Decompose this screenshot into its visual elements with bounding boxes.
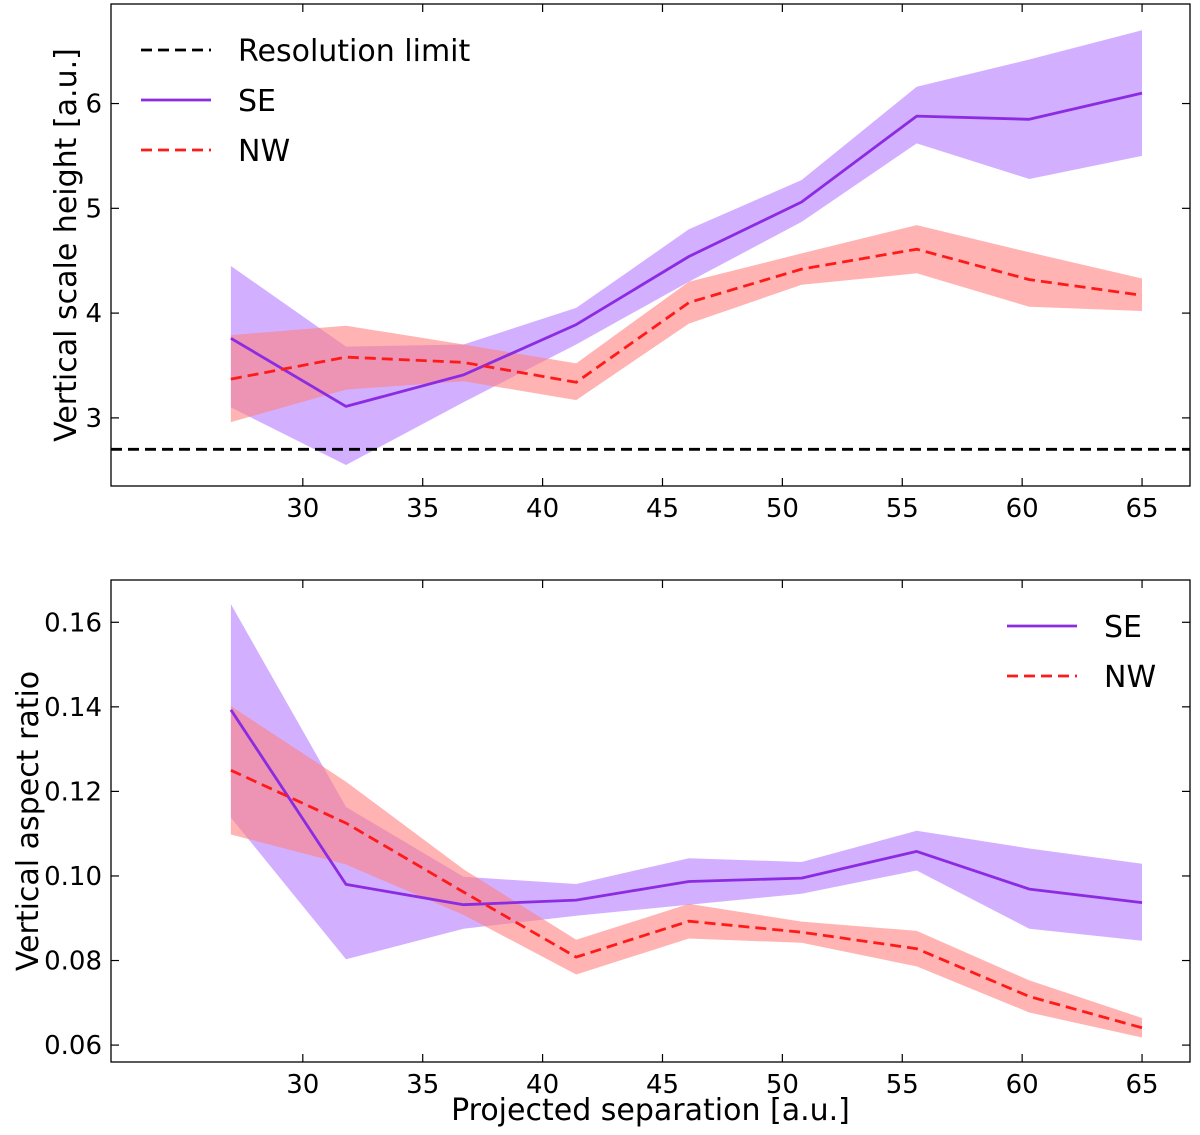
y-axis-label: Vertical scale height [a.u.]: [49, 48, 84, 442]
line-se: [229, 709, 1143, 907]
plot-area: [229, 604, 1143, 1038]
x-tick-label: 60: [1006, 1070, 1039, 1100]
legend-label-nw: NW: [238, 134, 290, 169]
line-se: [230, 91, 1143, 408]
legend-label-resolution-limit: Resolution limit: [238, 34, 471, 69]
legend: SE NW: [1007, 610, 1156, 695]
y-tick-label: 0.08: [44, 947, 102, 977]
x-tick-label: 35: [406, 494, 439, 524]
x-tick-label: 65: [1125, 494, 1158, 524]
y-tick-label: 5: [85, 194, 102, 224]
line-nw: [230, 247, 1143, 384]
x-tick-label: 55: [886, 494, 919, 524]
x-tick-label: 35: [406, 1070, 439, 1100]
y-tick-label: 0.16: [44, 608, 102, 638]
bottom-panel-aspect-ratio: 30 35 40 45 50 55 60 65 0.06 0.08 0.10 0.12 0.14 0.16…: [11, 579, 1191, 1128]
band-nw: [230, 706, 1142, 1038]
line-nw: [230, 769, 1143, 1030]
x-tick-label: 65: [1125, 1070, 1158, 1100]
x-tick-label: 55: [886, 1070, 919, 1100]
legend-label-se: SE: [238, 84, 276, 119]
axes-frame: [110, 3, 1191, 487]
band-nw: [230, 225, 1142, 423]
x-tick-label: 30: [286, 494, 319, 524]
axes-frame: [110, 579, 1191, 1063]
x-tick-label: 45: [646, 1070, 679, 1100]
y-tick-label: 0.14: [44, 693, 102, 723]
x-tick-label: 40: [526, 1070, 559, 1100]
x-axis-label: Projected separation [a.u.]: [451, 1093, 850, 1128]
plot-area: [111, 30, 1190, 465]
x-tick-label: 40: [526, 494, 559, 524]
y-tick-label: 4: [85, 299, 102, 329]
x-tick-label: 60: [1006, 494, 1039, 524]
x-tick-label: 50: [766, 494, 799, 524]
y-tick-label: 6: [85, 90, 102, 120]
y-tick-label: 0.10: [44, 862, 102, 892]
legend: Resolution limit SE NW: [141, 34, 471, 169]
y-tick-label: 0.06: [44, 1031, 102, 1061]
x-tick-label: 45: [646, 494, 679, 524]
x-tick-label: 30: [286, 1070, 319, 1100]
band-se: [230, 604, 1142, 960]
y-tick-label: 3: [85, 404, 102, 434]
y-tick-label: 0.12: [44, 777, 102, 807]
x-tick-label: 50: [766, 1070, 799, 1100]
legend-label-se: SE: [1104, 610, 1142, 645]
y-axis-label: Vertical aspect ratio: [11, 671, 46, 971]
legend-label-nw: NW: [1104, 660, 1156, 695]
